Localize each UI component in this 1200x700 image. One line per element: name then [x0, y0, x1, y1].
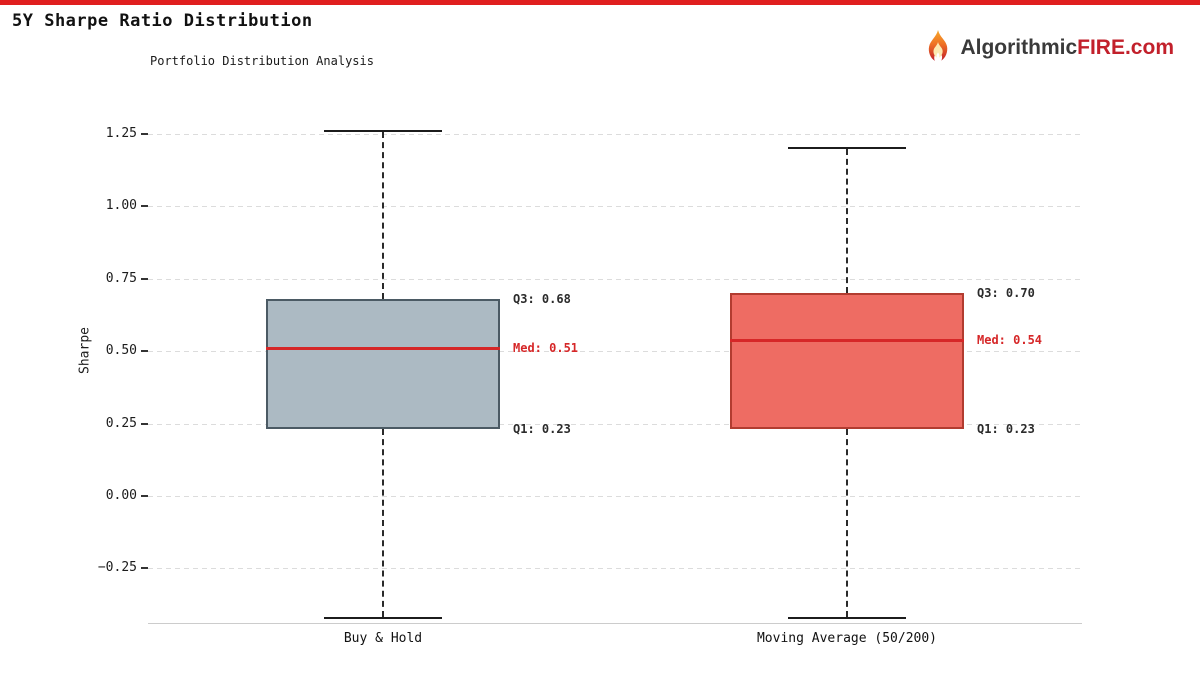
y-tick-mark	[141, 205, 148, 208]
x-axis-spine	[148, 623, 1082, 624]
x-category-label: Moving Average (50/200)	[756, 631, 937, 646]
y-gridline	[148, 423, 1082, 425]
y-tick-label: 0.00	[105, 488, 137, 503]
box-iqr	[730, 293, 964, 430]
y-gridline	[148, 496, 1082, 497]
y-gridline	[148, 351, 1082, 353]
whisker-cap-bottom	[324, 616, 442, 619]
y-tick-mark	[141, 277, 148, 280]
y-tick-label: 0.50	[105, 343, 137, 359]
y-tick-mark	[141, 495, 148, 497]
accent-top-bar	[0, 0, 1200, 5]
y-tick-label: 0.75	[105, 270, 137, 286]
y-tick-mark	[141, 350, 148, 353]
chart-title: Portfolio Distribution Analysis	[150, 54, 374, 68]
brand-highlight: FIRE.com	[1077, 36, 1174, 59]
box-median-line	[266, 347, 500, 351]
annotation-q1: Q1: 0.23	[513, 422, 571, 437]
box-median-line	[730, 338, 964, 342]
brand-prefix: Algorithmic	[960, 36, 1078, 59]
y-gridline	[148, 134, 1082, 135]
whisker-cap-top	[788, 147, 906, 150]
y-gridline	[148, 568, 1082, 570]
flame-icon	[929, 30, 948, 61]
whisker-cap-top	[324, 130, 442, 133]
whisker-bottom	[846, 429, 848, 617]
y-tick-label: 1.25	[105, 126, 137, 141]
y-axis-label: Sharpe	[77, 327, 93, 374]
whisker-top	[382, 132, 384, 300]
whisker-bottom	[382, 429, 384, 617]
x-category-label: Buy & Hold	[343, 631, 423, 646]
brand-logo: AlgorithmicFIRE.com	[922, 30, 1174, 66]
annotation-median: Med: 0.51	[513, 341, 579, 356]
y-tick-mark	[141, 133, 148, 135]
y-tick-label: 0.25	[105, 415, 137, 431]
y-gridline	[148, 206, 1082, 208]
page-title: 5Y Sharpe Ratio Distribution	[12, 11, 313, 31]
whisker-top	[846, 149, 848, 294]
annotation-q3: Q3: 0.68	[513, 292, 571, 307]
y-gridline	[148, 278, 1082, 280]
y-tick-label: 1.00	[105, 198, 137, 214]
whisker-cap-bottom	[788, 616, 906, 619]
y-tick-label: −0.25	[97, 560, 137, 576]
annotation-q3: Q3: 0.70	[977, 286, 1035, 301]
box-iqr	[266, 299, 500, 430]
brand-text: AlgorithmicFIRE.com	[960, 36, 1174, 60]
y-tick-mark	[141, 567, 148, 570]
annotation-median: Med: 0.54	[977, 332, 1043, 347]
y-tick-mark	[141, 422, 148, 425]
annotation-q1: Q1: 0.23	[977, 422, 1035, 437]
